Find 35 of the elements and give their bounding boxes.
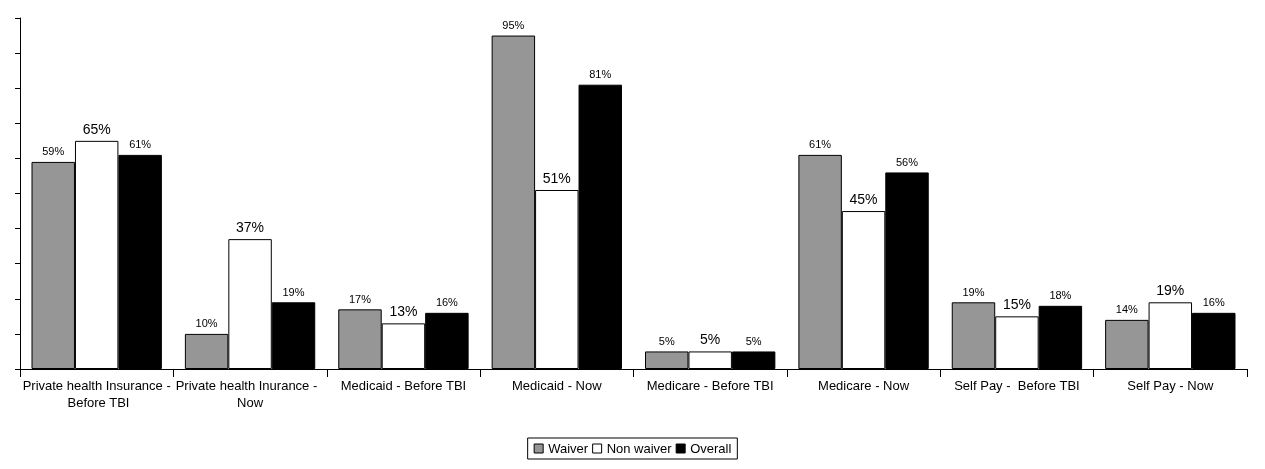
data-label: 15% — [1002, 296, 1031, 313]
data-label: 16% — [435, 296, 459, 309]
data-label: 5% — [745, 334, 762, 347]
data-label: 56% — [896, 155, 919, 168]
data-label: 59% — [42, 145, 65, 158]
data-label: 61% — [809, 138, 832, 151]
data-label: 5% — [700, 331, 721, 348]
data-label: 19% — [1156, 282, 1185, 299]
x-tick-label: Self Pay - Now — [1127, 378, 1214, 393]
data-label: 45% — [849, 191, 878, 208]
data-label: 37% — [236, 219, 265, 236]
data-label: 65% — [82, 120, 111, 137]
data-label: 18% — [1049, 289, 1072, 302]
data-label: 81% — [589, 68, 612, 81]
data-label: 19% — [282, 285, 305, 298]
data-label: 95% — [502, 19, 525, 32]
x-tick-label: Medicaid - Now — [512, 378, 603, 393]
data-label: 51% — [542, 169, 571, 186]
data-label: 16% — [1202, 296, 1225, 309]
data-label: 61% — [129, 138, 152, 151]
x-tick-label: Self Pay - Before TBI — [954, 378, 1080, 393]
x-tick-label: Medicare - Before TBI — [646, 378, 774, 393]
data-label: 17% — [348, 292, 372, 305]
x-tick-label: Private health Inurance - Now — [175, 378, 325, 410]
x-tick-label: Medicaid - Before TBI — [340, 378, 467, 393]
x-tick-label: Medicare - Now — [818, 378, 910, 393]
legend-label: Non waiver — [606, 441, 673, 456]
data-label: 13% — [389, 303, 418, 320]
data-label: 5% — [658, 334, 675, 347]
legend-label: Waiver — [548, 441, 589, 456]
data-label: 19% — [962, 285, 985, 298]
data-label: 10% — [195, 317, 218, 330]
data-label: 14% — [1115, 303, 1139, 316]
x-tick-label: Private health Insurance - Before TBI — [22, 378, 171, 410]
legend-label: Overall — [690, 441, 732, 456]
